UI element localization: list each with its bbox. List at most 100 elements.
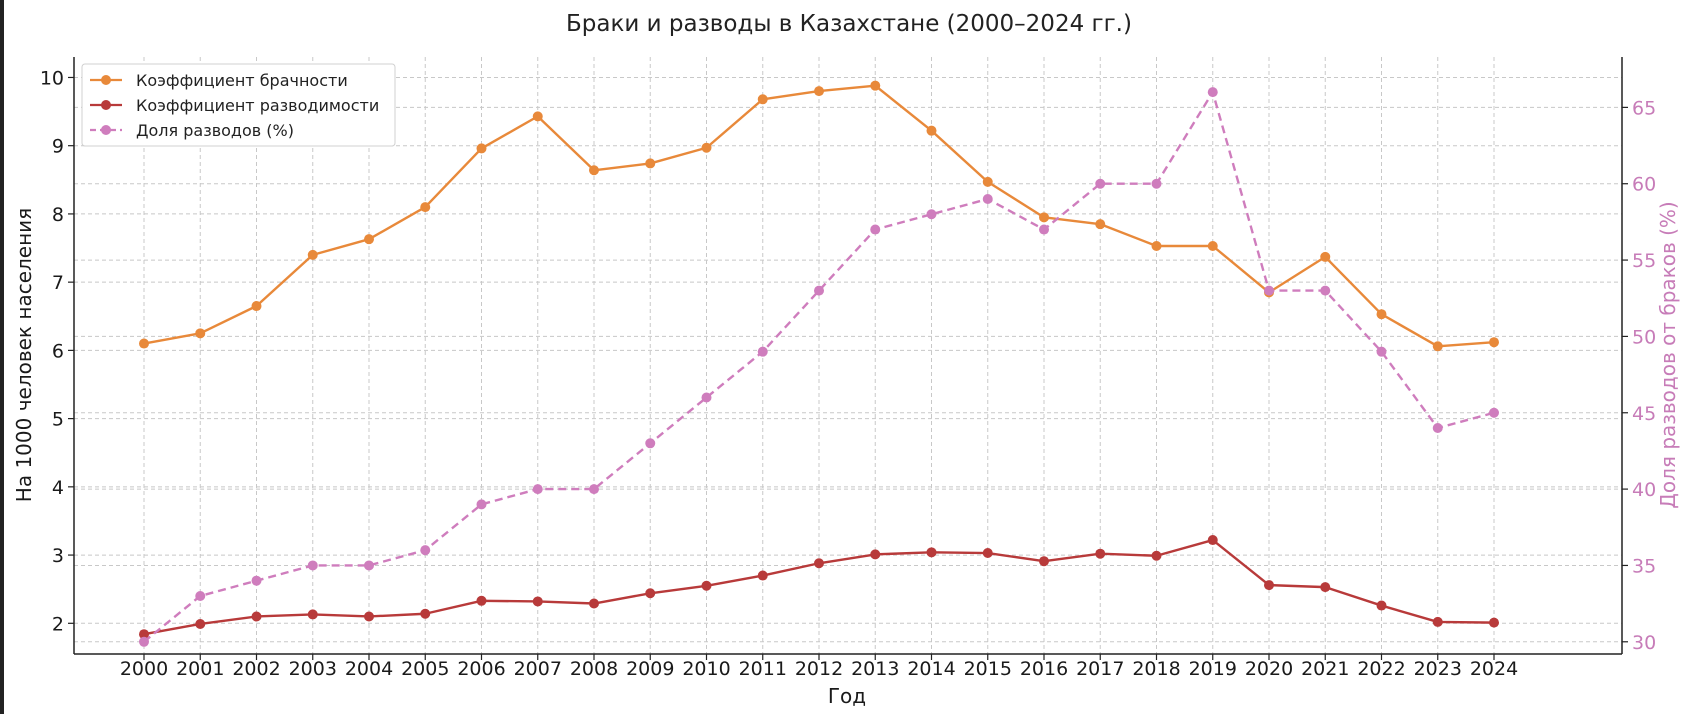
divorce-rate-point [757,570,768,581]
divorce-rate-point [1039,556,1049,567]
y-tick-label: 6 [52,340,64,362]
y2-tick-label: 35 [1632,555,1656,577]
axes [68,57,1628,660]
marriage-rate-point [1207,240,1218,251]
divorce-share-point [251,575,262,586]
marriage-rate-point [251,301,262,312]
marriage-rate-point [926,125,937,136]
tick-labels: 2000 2001 2002 2003 2004 2005 2006 2007 2008 2009… [40,67,1656,680]
y-tick-label: 8 [52,204,64,226]
x-tick-label: 2014 [907,658,955,680]
x-axis-label: Год [828,684,866,708]
x-tick-label: 2024 [1470,658,1518,680]
x-tick-label: 2004 [345,658,393,680]
divorce-share-point [701,392,712,403]
marriage-rate-point [1432,341,1443,352]
chart-title: Браки и разводы в Казахстане (2000–2024 … [566,11,1132,37]
x-tick-label: 2017 [1076,658,1124,680]
marriage-rate-point [982,176,993,187]
legend: Коэффициент брачности Коэффициент развод… [81,63,396,147]
divorce-share-point [307,560,318,571]
legend-marker-divorce [101,100,111,110]
x-tick-label: 2001 [176,658,224,680]
x-tick-label: 2023 [1414,658,1462,680]
divorce-share-point [870,224,881,235]
divorce-share-point [364,560,374,571]
divorce-rate-point [364,611,374,622]
y-tick-label: 5 [52,409,64,431]
x-tick-label: 2021 [1301,658,1349,680]
x-tick-label: 2005 [401,658,449,680]
divorce-rate-point [1432,616,1443,627]
marriage-rate-point [1151,240,1162,251]
divorce-share-point [982,193,993,204]
divorce-share-point [1264,285,1274,296]
divorce-rate-point [926,547,937,558]
y-tick-label: 3 [52,545,64,567]
x-tick-label: 2018 [1132,658,1180,680]
y2-tick-label: 65 [1632,97,1656,119]
divorce-rate-point [139,629,149,640]
marriage-rate-point [532,111,543,122]
marriage-rate-point [1489,337,1499,348]
y2-tick-label: 40 [1632,479,1656,501]
divorce-rate-point [870,549,881,560]
divorce-rate-point [307,609,318,620]
y2-tick-label: 45 [1632,403,1656,425]
divorce-rate-point [1320,582,1331,593]
divorce-share-point [195,590,206,601]
x-tick-label: 2013 [851,658,899,680]
x-tick-label: 2007 [514,658,562,680]
divorce-share-point [926,209,937,220]
divorce-rate-point [982,548,993,559]
marriage-rate-point [1095,219,1106,230]
x-tick-label: 2003 [289,658,337,680]
x-tick-label: 2015 [964,658,1012,680]
y2-tick-label: 60 [1632,174,1656,196]
legend-marker-share [101,125,111,135]
marriage-rate-point [307,249,318,260]
divorce-share-point [476,499,487,510]
divorce-share-point [814,285,824,296]
x-tick-label: 2019 [1189,658,1237,680]
series-layer [139,80,1499,647]
divorce-rate-point [701,580,712,591]
x-tick-label: 2009 [626,658,674,680]
x-tick-label: 2012 [795,658,843,680]
y2-axis-label: Доля разводов от браков (%) [1656,201,1680,508]
legend-label-share: Доля разводов (%) [136,121,294,140]
marriage-rate-point [476,143,487,154]
legend-item-share: Доля разводов (%) [90,121,294,140]
divorce-share-point [1489,407,1499,418]
divorce-share-point [1376,346,1387,357]
legend-item-marriage: Коэффициент брачности [90,71,348,90]
marriage-rate-point [1039,212,1049,223]
grid [74,57,1622,654]
divorce-share-point [1207,87,1218,98]
divorce-share-point [757,346,768,357]
legend-label-marriage: Коэффициент брачности [136,71,348,90]
y-tick-label: 2 [52,613,64,635]
divorce-share-point [1320,285,1331,296]
y-tick-label: 7 [52,272,64,294]
marriage-rate-point [701,142,712,153]
legend-item-divorce: Коэффициент разводимости [90,96,379,115]
divorce-rate-point [814,558,824,569]
divorce-rate-point [1207,535,1218,546]
divorce-rate-point [1095,548,1106,559]
divorce-share-point [1151,178,1162,189]
legend-label-divorce: Коэффициент разводимости [136,96,379,115]
divorce-rate-point [532,596,543,607]
y-tick-label: 4 [52,477,64,499]
divorce-share-point [139,636,149,647]
y2-tick-label: 55 [1632,250,1656,272]
divorce-rate-point [195,618,206,629]
x-tick-label: 2008 [570,658,618,680]
divorce-rate-point [1489,617,1499,628]
y-axis-label: На 1000 человек населения [12,208,36,502]
divorce-share-point [645,438,656,449]
marriage-rate-point [139,338,149,349]
divorce-share-point [589,484,599,495]
marriage-rate-point [757,94,768,105]
